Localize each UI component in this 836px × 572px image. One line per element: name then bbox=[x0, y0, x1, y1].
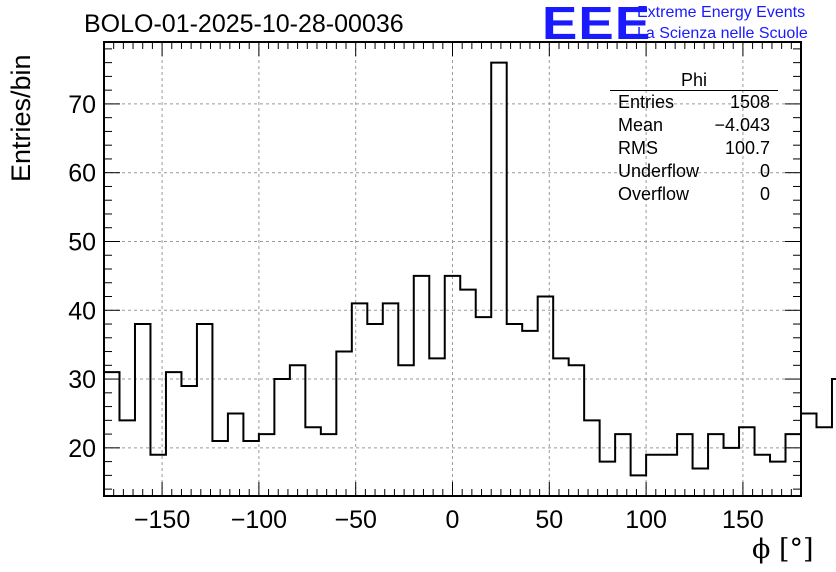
stats-label: Mean bbox=[618, 115, 664, 135]
chart-title: BOLO-01-2025-10-28-00036 bbox=[84, 10, 404, 38]
histogram-bin bbox=[677, 434, 692, 496]
stats-row-rms: RMS 100.7 bbox=[610, 137, 778, 160]
logo-mark: EEE bbox=[542, 0, 652, 49]
y-tick-label: 70 bbox=[68, 91, 96, 119]
histogram-bin bbox=[708, 434, 723, 496]
histogram-bin bbox=[646, 455, 661, 496]
stats-title: Phi bbox=[610, 70, 778, 91]
histogram-bin bbox=[274, 379, 289, 496]
y-axis-label: Entries/bin bbox=[6, 54, 36, 182]
y-tick-label: 30 bbox=[68, 366, 96, 394]
tick-labels: −150 −100 −50 0 50 100 150 20 30 40 50 60 70 bbox=[68, 91, 764, 534]
histogram-bin bbox=[786, 434, 801, 496]
stats-row-underflow: Underflow 0 bbox=[610, 160, 778, 183]
histogram-bin bbox=[228, 413, 243, 496]
histogram-bin bbox=[352, 303, 367, 496]
y-tick-label: 20 bbox=[68, 435, 96, 463]
histogram-bin bbox=[367, 324, 382, 496]
stats-value: 0 bbox=[759, 161, 770, 181]
stats-label: Underflow bbox=[618, 161, 700, 181]
logo-line-2: La Scienza nelle Scuole bbox=[637, 25, 808, 42]
histogram-bin bbox=[584, 420, 599, 496]
histogram-bin bbox=[336, 352, 351, 496]
x-axis-label: ϕ [°] bbox=[752, 534, 814, 565]
histogram-bin bbox=[816, 427, 831, 496]
histogram-bin bbox=[429, 358, 444, 496]
histogram-bin bbox=[460, 290, 475, 496]
histogram-bin bbox=[398, 365, 413, 496]
logo-line-1: Extreme Energy Events bbox=[637, 4, 806, 21]
x-tick-label: −50 bbox=[334, 506, 376, 534]
y-tick-label: 40 bbox=[68, 297, 96, 325]
stats-value: −4.043 bbox=[714, 115, 770, 135]
histogram-bin bbox=[522, 331, 537, 496]
x-tick-label: 50 bbox=[535, 506, 563, 534]
histogram-bin bbox=[491, 63, 506, 496]
histogram-bin bbox=[135, 324, 150, 496]
histogram-bin bbox=[724, 448, 739, 496]
stats-box: Phi Entries 1508 Mean −4.043 RMS 100.7 U… bbox=[610, 70, 778, 206]
stats-label: Entries bbox=[618, 92, 675, 112]
histogram-bin bbox=[414, 276, 429, 496]
histogram-bin bbox=[476, 317, 491, 496]
histogram-bin bbox=[538, 297, 553, 496]
stats-label: Overflow bbox=[618, 184, 690, 204]
histogram-bin bbox=[119, 420, 134, 496]
histogram-bin bbox=[321, 434, 336, 496]
histogram-bin bbox=[383, 303, 398, 496]
histogram-bin bbox=[197, 324, 212, 496]
y-tick-label: 60 bbox=[68, 160, 96, 188]
histogram-bin bbox=[631, 475, 646, 496]
histogram-bin bbox=[739, 427, 754, 496]
stats-value: 0 bbox=[759, 184, 770, 204]
x-tick-label: −150 bbox=[134, 506, 190, 534]
histogram-bin bbox=[290, 365, 305, 496]
histogram-bin bbox=[166, 372, 181, 496]
histogram-bin bbox=[243, 441, 258, 496]
x-tick-label: 100 bbox=[625, 506, 667, 534]
x-tick-label: −100 bbox=[231, 506, 287, 534]
histogram-bin bbox=[305, 427, 320, 496]
histogram-outline bbox=[104, 61, 836, 477]
histogram-bin bbox=[507, 324, 522, 496]
histogram-bin bbox=[569, 365, 584, 496]
grid-lines bbox=[104, 42, 801, 496]
stats-row-entries: Entries 1508 bbox=[610, 91, 778, 114]
histogram-bin bbox=[801, 413, 816, 496]
y-tick-label: 50 bbox=[68, 228, 96, 256]
x-tick-label: 0 bbox=[446, 506, 460, 534]
stats-row-mean: Mean −4.043 bbox=[610, 114, 778, 137]
stats-value: 100.7 bbox=[724, 138, 770, 158]
stats-label: RMS bbox=[618, 138, 658, 158]
histogram-bin bbox=[181, 386, 196, 496]
histogram-bin bbox=[832, 379, 836, 496]
x-tick-label: 150 bbox=[722, 506, 764, 534]
histogram-bin bbox=[445, 276, 460, 496]
histogram-bin bbox=[259, 434, 274, 496]
histogram-bin bbox=[212, 441, 227, 496]
histogram-bin bbox=[553, 358, 568, 496]
stats-row-overflow: Overflow 0 bbox=[610, 183, 778, 206]
histogram-bin bbox=[615, 434, 630, 496]
stats-value: 1508 bbox=[729, 92, 770, 112]
axis-ticks bbox=[104, 42, 801, 496]
